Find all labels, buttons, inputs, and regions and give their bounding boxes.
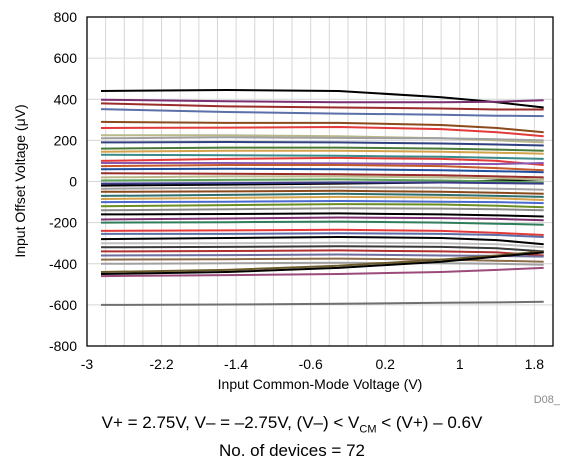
series-line-44 — [100, 300, 544, 306]
series-line-30 — [100, 216, 544, 222]
series-line-31 — [100, 220, 544, 226]
series-line-1 — [100, 89, 544, 109]
y-tick-label: -200 — [49, 215, 77, 231]
series-line-43 — [100, 266, 544, 278]
series-line-39 — [100, 257, 544, 263]
series-line-5 — [100, 120, 544, 134]
device-count-caption: No. of devices = 72 — [218, 441, 365, 460]
y-tick-label: 800 — [54, 9, 78, 25]
series-line-20 — [100, 178, 544, 184]
x-tick-label: -0.6 — [299, 356, 323, 372]
test-conditions-caption: V+ = 2.75V, V– = –2.75V, (V–) < VCM < (V… — [0, 413, 584, 435]
series-line-24 — [100, 192, 544, 198]
series-line-15 — [100, 164, 544, 172]
series-line-11 — [100, 149, 544, 155]
offset-voltage-chart: -3 -2.2 -1.4 -0.6 0.2 1 1.8 800 600 400 200 0 -200 -… — [12, 9, 561, 406]
series-line-23 — [100, 189, 544, 195]
series-line-37 — [100, 249, 544, 257]
series-line-16 — [100, 167, 544, 174]
series-line-14 — [101, 162, 544, 165]
series-line-8 — [100, 136, 544, 142]
series-line-32 — [100, 228, 544, 236]
y-tick-label: -800 — [49, 338, 77, 354]
figure-code-label: D08_ — [534, 394, 561, 406]
series-line-6 — [100, 126, 544, 138]
chart-series-layer — [100, 89, 544, 306]
series-line-21 — [100, 181, 544, 185]
y-tick-label: 200 — [54, 132, 78, 148]
x-tick-label: -1.4 — [224, 356, 248, 372]
y-tick-label: 600 — [54, 50, 78, 66]
series-line-26 — [100, 200, 544, 205]
series-line-29 — [100, 212, 544, 218]
series-line-18 — [100, 172, 544, 179]
series-line-4 — [100, 108, 544, 118]
series-line-13 — [100, 156, 544, 166]
series-line-34 — [100, 236, 544, 246]
series-line-2 — [100, 98, 544, 104]
series-line-10 — [100, 146, 544, 152]
x-tick-label: 0.2 — [376, 356, 396, 372]
series-line-19 — [100, 175, 544, 181]
x-tick-labels: -3 -2.2 -1.4 -0.6 0.2 1 1.8 — [81, 356, 545, 372]
caption-conditions-subscript: CM — [359, 423, 377, 436]
x-tick-label: 1 — [456, 356, 464, 372]
y-tick-labels: 800 600 400 200 0 -200 -400 -600 -800 — [49, 9, 77, 354]
series-line-9 — [100, 141, 544, 147]
series-line-27 — [100, 203, 544, 209]
series-line-25 — [100, 195, 544, 201]
x-tick-label: 1.8 — [525, 356, 545, 372]
series-line-41 — [100, 250, 544, 273]
series-line-22 — [100, 186, 544, 191]
caption-conditions-text: V+ = 2.75V, V– = –2.75V, (V–) < V — [101, 413, 360, 432]
y-tick-label: 0 — [69, 174, 77, 190]
series-line-36 — [100, 245, 544, 253]
y-axis-title: Input Offset Voltage (μV) — [12, 104, 28, 257]
x-axis-title: Input Common-Mode Voltage (V) — [218, 376, 423, 392]
x-tick-label: -2.2 — [149, 356, 173, 372]
x-tick-label: -3 — [81, 356, 94, 372]
series-line-33 — [101, 232, 544, 238]
y-tick-label: 400 — [54, 91, 78, 107]
caption-conditions-text-end: < (V+) – 0.6V — [376, 413, 483, 432]
series-line-42 — [100, 251, 544, 275]
series-line-3 — [100, 102, 544, 111]
series-line-40 — [100, 261, 544, 266]
series-line-28 — [100, 207, 544, 212]
y-tick-label: -400 — [49, 256, 77, 272]
series-line-35 — [101, 241, 544, 249]
series-line-12 — [100, 153, 544, 160]
plot-area-frame — [86, 16, 554, 347]
y-tick-label: -600 — [49, 297, 77, 313]
